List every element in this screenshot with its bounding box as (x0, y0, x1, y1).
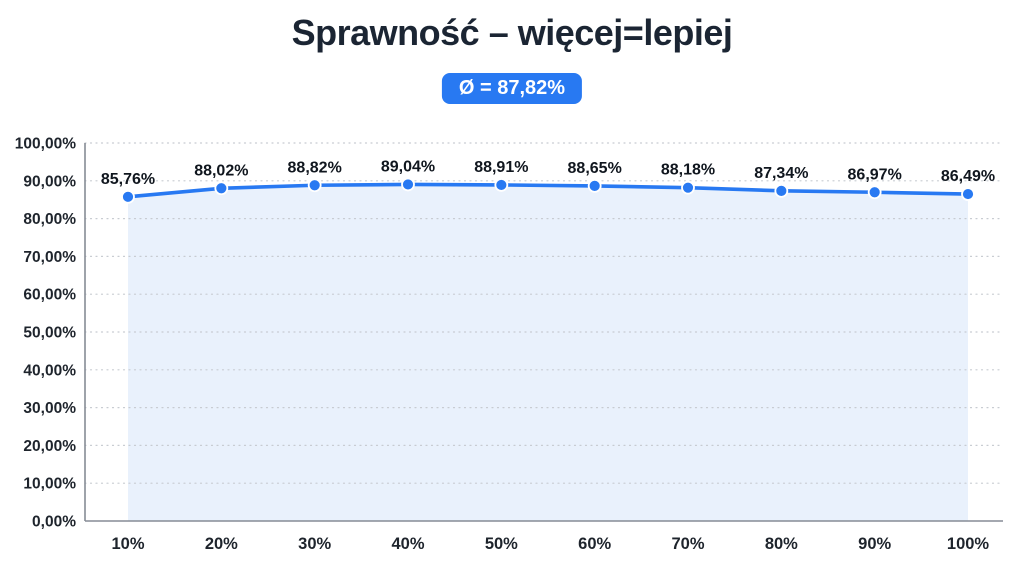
x-axis-tick-label: 20% (205, 535, 238, 553)
data-point-label: 88,65% (568, 160, 622, 177)
data-point-marker (867, 185, 882, 200)
data-point-label: 87,34% (754, 165, 808, 182)
y-axis-tick-label: 70,00% (23, 249, 76, 266)
trend-line (126, 182, 970, 199)
y-axis-tick-label: 10,00% (23, 476, 76, 493)
area-fill (128, 184, 968, 521)
average-badge: Ø = 87,82% (441, 73, 583, 104)
x-axis-tick-label: 10% (111, 535, 144, 553)
data-point-label: 86,97% (848, 166, 902, 183)
data-point-marker (587, 179, 602, 193)
data-point-label: 88,82% (288, 159, 342, 176)
y-axis-tick-label: 20,00% (23, 438, 76, 455)
x-axis-tick-label: 80% (765, 535, 798, 553)
data-point-marker (401, 177, 415, 192)
data-point-label: 88,02% (194, 162, 248, 179)
chart-title: Sprawność – więcej=lepiej (291, 12, 733, 53)
y-axis-tick-label: 30,00% (23, 400, 76, 417)
y-axis-tick-label: 80,00% (23, 211, 76, 228)
data-point-label: 88,91% (474, 159, 528, 176)
y-axis-tick-label: 90,00% (23, 173, 76, 190)
y-axis-tick-label: 50,00% (23, 325, 76, 342)
data-point-marker (214, 181, 229, 196)
data-point-marker (681, 180, 695, 195)
data-point-label: 85,76% (101, 171, 155, 188)
y-axis-tick-label: 60,00% (23, 287, 76, 304)
x-axis-tick-label: 70% (671, 535, 704, 553)
x-axis-tick-label: 90% (858, 535, 891, 553)
data-point-marker (307, 178, 322, 193)
y-axis-tick-label: 0,00% (32, 514, 76, 531)
y-axis-tick-label: 100,00% (15, 136, 76, 153)
data-point-label: 88,18% (661, 162, 715, 179)
data-point-marker (121, 189, 135, 204)
x-axis-tick-label: 30% (298, 535, 331, 553)
x-axis-tick-label: 60% (578, 535, 611, 553)
data-point-marker (494, 178, 509, 192)
data-point-label: 89,04% (381, 158, 435, 175)
data-point-label: 86,49% (941, 168, 995, 185)
data-point-marker (961, 187, 975, 201)
y-axis-tick-label: 40,00% (23, 362, 76, 379)
x-axis-tick-label: 100% (947, 535, 990, 553)
data-point-marker (774, 183, 789, 198)
x-axis-tick-label: 40% (391, 535, 424, 553)
x-axis-tick-label: 50% (485, 535, 518, 553)
